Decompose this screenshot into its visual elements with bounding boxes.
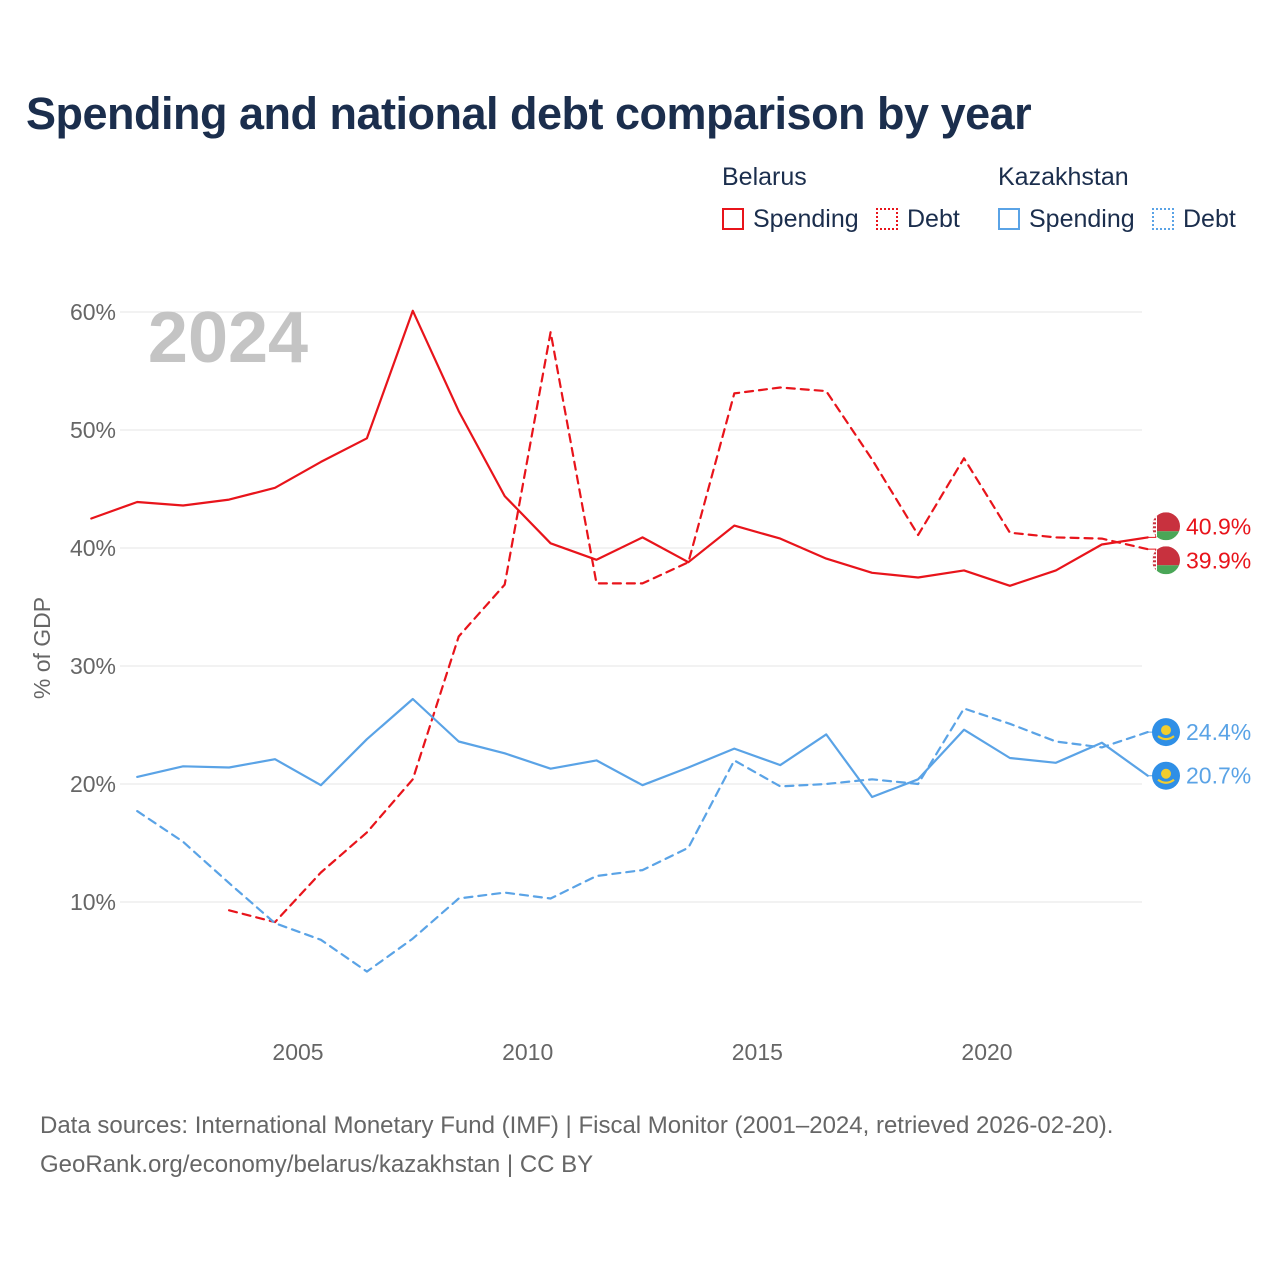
flag-ornament-mark (1153, 538, 1156, 541)
flag-ornament-mark (1153, 568, 1156, 571)
flag-green-band (1152, 531, 1180, 541)
flag-ornament-mark (1153, 530, 1156, 533)
series-layer (90, 309, 1149, 973)
y-tick-label: 10% (70, 889, 116, 915)
flag-ornament-mark (1153, 560, 1156, 563)
series-line-belarus-spending (90, 309, 1149, 587)
kazakhstan-flag-icon (1152, 718, 1180, 747)
legend-group-kazakhstan: Kazakhstan (998, 163, 1129, 191)
legend-swatch-belarus-spending (722, 208, 744, 230)
series-line-belarus-debt (228, 331, 1149, 924)
flag-eagle (1157, 778, 1175, 784)
legend-swatch-belarus-debt (876, 208, 898, 230)
flag-red-band (1152, 546, 1180, 566)
legend-label-kazakhstan-spending: Spending (1029, 205, 1135, 233)
y-tick-label: 40% (70, 535, 116, 561)
end-label-layer: 40.9% 39.9% 24.4% 20.7% (1147, 512, 1251, 790)
flag-ornament-mark (1153, 556, 1156, 559)
flag-eagle (1157, 735, 1175, 741)
attribution-line: GeoRank.org/economy/belarus/kazakhstan |… (40, 1151, 594, 1178)
legend-swatch-kazakhstan-debt (1152, 208, 1174, 230)
source-line: Data sources: International Monetary Fun… (40, 1112, 1114, 1139)
end-value-label: 40.9% (1186, 513, 1251, 539)
flag-fill (1152, 546, 1180, 575)
flag-ornament-mark (1153, 522, 1156, 525)
end-value-label: 39.9% (1186, 547, 1251, 573)
end-value-label: 20.7% (1186, 763, 1251, 789)
flag-ornament-mark (1153, 552, 1156, 555)
x-tick-label: 2020 (961, 1039, 1012, 1065)
flag-ornament-mark (1153, 514, 1156, 517)
belarus-flag-icon (1152, 512, 1180, 541)
axis-layer: 10% 20% 30% 40% 50% 60% 2005 2010 2015 2020 (70, 299, 1013, 1065)
y-tick-label: 50% (70, 417, 116, 443)
legend-label-belarus-debt: Debt (907, 205, 960, 233)
kazakhstan-flag-icon (1152, 761, 1180, 790)
flag-red-band (1152, 512, 1180, 532)
belarus-flag-icon (1152, 546, 1180, 575)
flag-ornament-mark (1153, 564, 1156, 567)
x-tick-label: 2005 (272, 1039, 323, 1065)
x-tick-label: 2015 (732, 1039, 783, 1065)
flag-ornament-mark (1153, 526, 1156, 529)
flag-ornament-mark (1153, 572, 1156, 575)
y-tick-label: 30% (70, 653, 116, 679)
x-tick-label: 2010 (502, 1039, 553, 1065)
flag-ornament-mark (1153, 518, 1156, 521)
legend-group-belarus: Belarus (722, 163, 807, 191)
y-tick-label: 20% (70, 771, 116, 797)
series-line-kazakhstan-spending (136, 697, 1149, 799)
chart-title: Spending and national debt comparison by… (26, 88, 1032, 139)
y-tick-label: 60% (70, 299, 116, 325)
y-axis-label: % of GDP (29, 597, 55, 699)
legend-label-kazakhstan-debt: Debt (1183, 205, 1236, 233)
flag-green-band (1152, 565, 1180, 575)
legend-label-belarus-spending: Spending (753, 205, 859, 233)
flag-fill (1152, 512, 1180, 541)
legend-swatch-kazakhstan-spending (998, 208, 1020, 230)
series-line-kazakhstan-debt (136, 707, 1149, 973)
flag-sun (1161, 725, 1171, 736)
end-value-label: 24.4% (1186, 719, 1251, 745)
year-watermark: 2024 (148, 298, 308, 378)
source-footer: Data sources: International Monetary Fun… (40, 1106, 1113, 1184)
flag-sun (1161, 768, 1171, 779)
grid-layer (120, 311, 1142, 903)
